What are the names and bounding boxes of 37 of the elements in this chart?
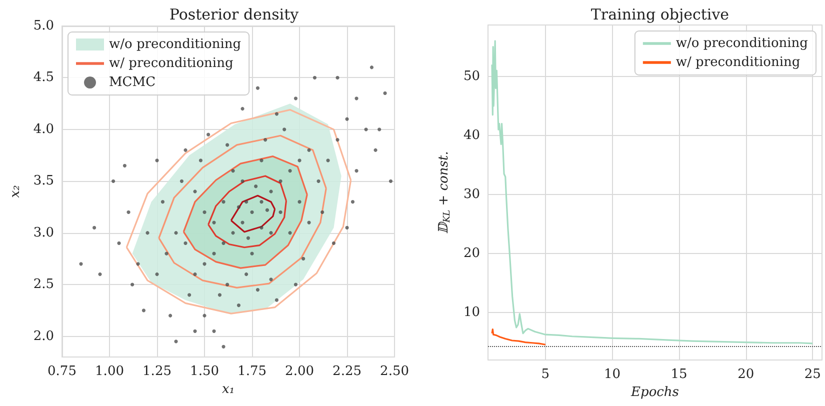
legend-label: w/ preconditioning bbox=[109, 56, 234, 71]
y-tick-label: 5.0 bbox=[33, 18, 54, 34]
y-axis-title: x₂ bbox=[8, 185, 23, 198]
y-tick-label: 20 bbox=[463, 246, 480, 262]
legend-label: w/o preconditioning bbox=[676, 36, 808, 51]
legend-label: MCMC bbox=[109, 75, 156, 90]
x-tick-label: 1.00 bbox=[95, 364, 124, 379]
x-tick-label: 0.75 bbox=[48, 364, 76, 379]
legend-label: w/o preconditioning bbox=[109, 37, 242, 52]
chart-title: Training objective bbox=[590, 6, 730, 24]
y-tick-label: 2.5 bbox=[33, 277, 54, 292]
y-tick-label: 4.0 bbox=[33, 122, 54, 137]
y-axis-title: 𝔻KL + const. bbox=[436, 151, 452, 234]
x-tick-label: 1.50 bbox=[190, 364, 219, 379]
x-axis-title: Epochs bbox=[630, 384, 680, 400]
line-series bbox=[491, 328, 546, 346]
x-tick-label: 15 bbox=[670, 367, 688, 382]
legend-label: w/ preconditioning bbox=[676, 55, 800, 70]
y-tick-label: 3.0 bbox=[33, 225, 54, 240]
x-tick-label: 20 bbox=[738, 367, 754, 382]
x-tick-label: 25 bbox=[804, 367, 821, 382]
x-axis-title: x₁ bbox=[222, 382, 235, 397]
x-tick-label: 10 bbox=[604, 367, 621, 382]
y-tick-label: 10 bbox=[463, 305, 480, 320]
x-tick-label: 1.75 bbox=[238, 364, 266, 379]
y-tick-label: 50 bbox=[463, 68, 480, 84]
x-tick-label: 5 bbox=[541, 367, 550, 382]
y-tick-label: 3.5 bbox=[33, 174, 54, 189]
x-tick-label: 1.25 bbox=[142, 364, 172, 379]
x-tick-label: 2.25 bbox=[332, 364, 362, 379]
y-tick-label: 30 bbox=[463, 187, 480, 202]
x-tick-label: 2.00 bbox=[285, 364, 314, 379]
x-tick-label: 2.50 bbox=[380, 364, 410, 379]
y-tick-label: 4.5 bbox=[33, 70, 54, 86]
y-tick-label: 2.0 bbox=[33, 328, 54, 344]
chart-title: Posterior density bbox=[169, 6, 300, 24]
y-tick-label: 40 bbox=[463, 128, 480, 143]
